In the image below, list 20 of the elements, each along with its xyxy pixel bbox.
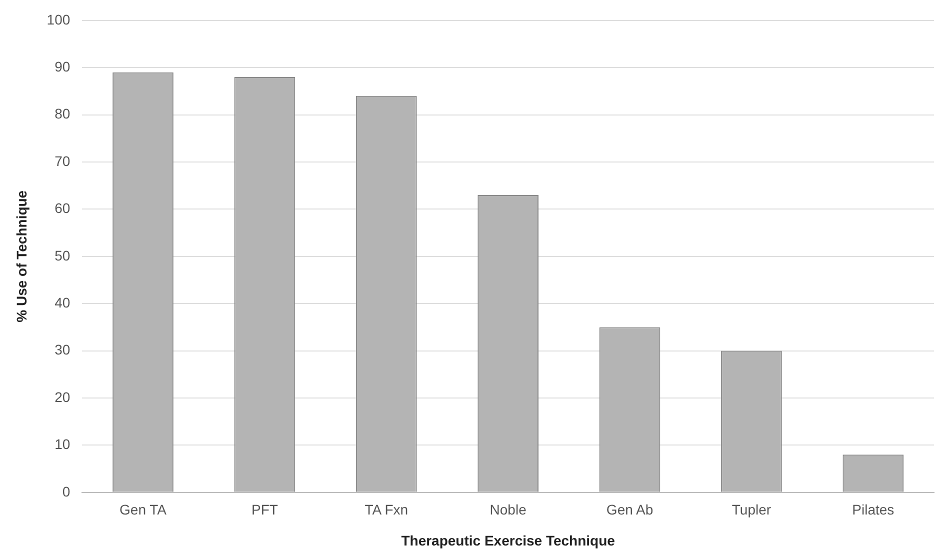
x-tick-label: Noble [490,502,527,518]
y-tick-label: 70 [54,152,70,169]
x-tick-label: PFT [251,502,278,518]
x-tick-label: Pilates [852,502,894,518]
x-tick-label: Gen TA [120,502,168,518]
y-tick-label: 90 [54,58,70,74]
y-tick-label: 100 [46,11,70,28]
x-tick-label: TA Fxn [364,502,408,518]
x-tick-label: Tupler [732,502,772,518]
y-tick-label: 20 [54,388,70,405]
y-tick-label: 40 [54,294,70,310]
x-tick-label: Gen Ab [606,502,654,518]
y-tick-label: 30 [54,342,70,358]
y-tick-label: 0 [62,483,70,500]
y-tick-label: 50 [54,247,70,264]
y-tick-label: 60 [54,200,70,216]
y-tick-label: 80 [54,106,70,122]
y-tick-label: 10 [54,436,70,452]
x-axis-title: Therapeutic Exercise Technique [401,532,616,548]
y-axis-title: % Use of Technique [13,190,30,322]
